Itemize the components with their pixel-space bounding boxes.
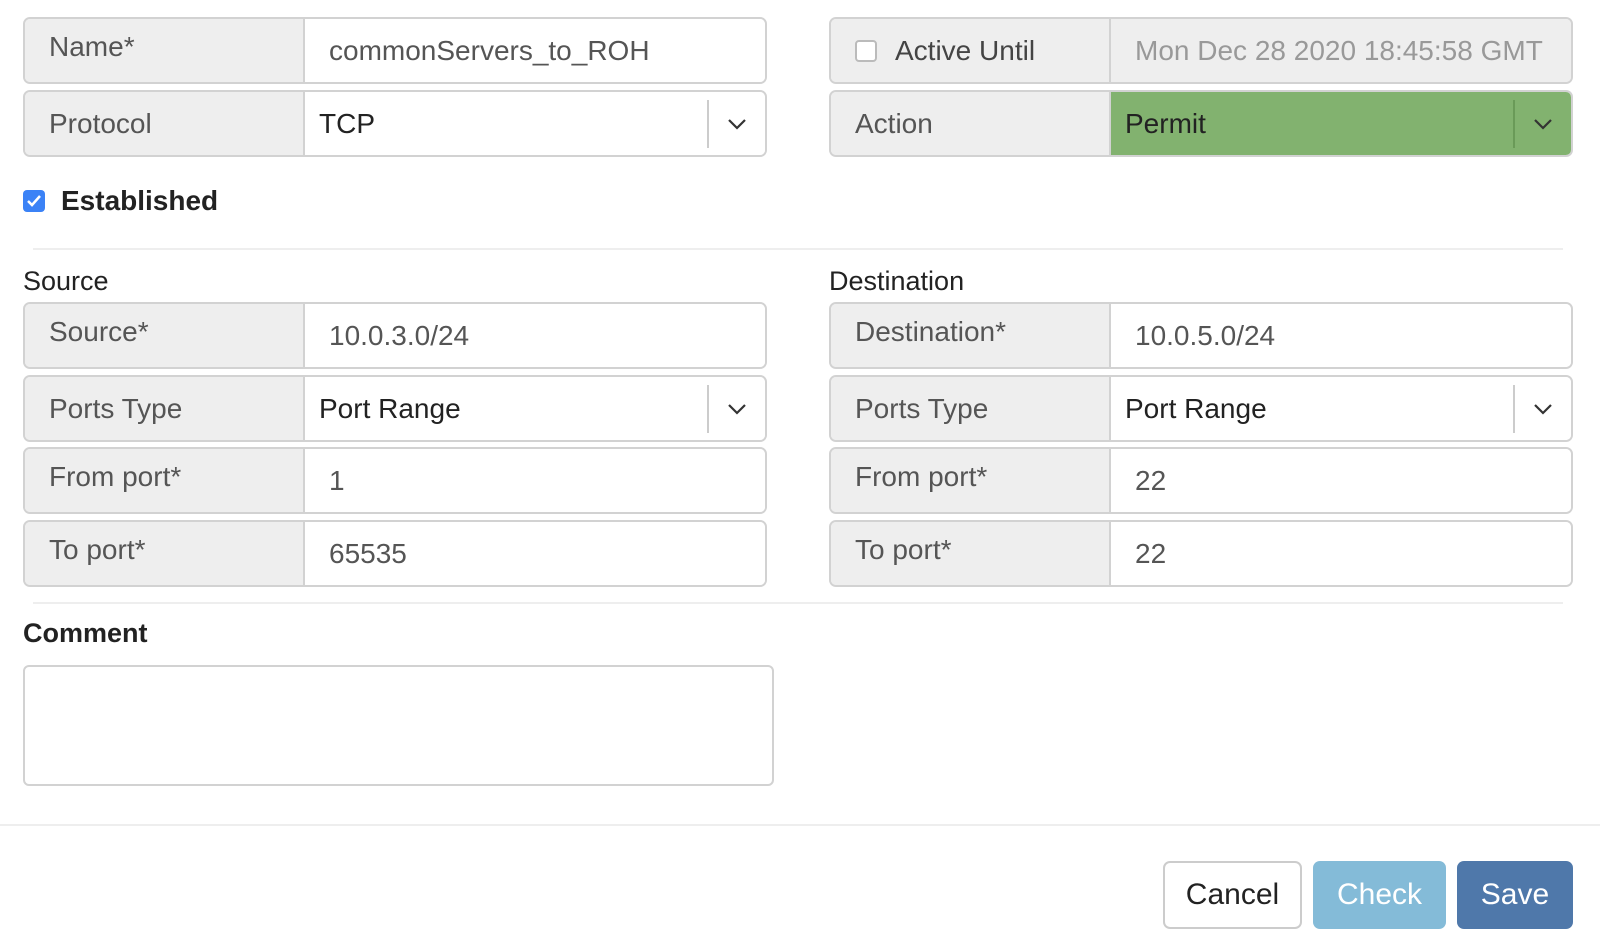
name-label: Name* <box>25 19 305 82</box>
comment-label: Comment <box>23 618 148 648</box>
protocol-select[interactable]: TCP <box>305 92 765 155</box>
destination-from-port-label: From port* <box>831 449 1111 512</box>
protocol-field-group: Protocol TCP <box>23 90 767 157</box>
active-until-label-cell: Active Until <box>831 19 1111 82</box>
action-field-group: Action Permit <box>829 90 1573 157</box>
footer-divider <box>0 824 1600 826</box>
chevron-down-icon <box>1515 403 1571 415</box>
checkmark-icon <box>27 195 41 207</box>
chevron-down-icon <box>1515 118 1571 130</box>
destination-from-port-group: From port* 22 <box>829 447 1573 514</box>
protocol-label: Protocol <box>25 92 305 155</box>
source-from-port-group: From port* 1 <box>23 447 767 514</box>
source-ports-type-value: Port Range <box>319 392 461 424</box>
source-input[interactable]: 10.0.3.0/24 <box>305 304 765 367</box>
source-to-port-input[interactable]: 65535 <box>305 522 765 585</box>
divider <box>33 248 1563 250</box>
destination-to-port-group: To port* 22 <box>829 520 1573 587</box>
destination-label: Destination* <box>831 304 1111 367</box>
active-until-label: Active Until <box>895 34 1036 66</box>
chevron-down-icon <box>709 118 765 130</box>
destination-ports-type-label: Ports Type <box>831 377 1111 440</box>
comment-textarea[interactable] <box>23 665 774 786</box>
source-ports-type-group: Ports Type Port Range <box>23 375 767 442</box>
destination-ports-type-group: Ports Type Port Range <box>829 375 1573 442</box>
source-to-port-group: To port* 65535 <box>23 520 767 587</box>
save-button[interactable]: Save <box>1457 861 1573 929</box>
cancel-button[interactable]: Cancel <box>1163 861 1302 929</box>
source-label: Source* <box>25 304 305 367</box>
source-from-port-label: From port* <box>25 449 305 512</box>
source-to-port-label: To port* <box>25 522 305 585</box>
destination-field-group: Destination* 10.0.5.0/24 <box>829 302 1573 369</box>
check-button[interactable]: Check <box>1313 861 1446 929</box>
active-until-input[interactable]: Mon Dec 28 2020 18:45:58 GMT <box>1111 19 1571 82</box>
destination-to-port-label: To port* <box>831 522 1111 585</box>
destination-input[interactable]: 10.0.5.0/24 <box>1111 304 1571 367</box>
action-value: Permit <box>1125 107 1206 139</box>
source-field-group: Source* 10.0.3.0/24 <box>23 302 767 369</box>
destination-ports-type-value: Port Range <box>1125 392 1267 424</box>
destination-from-port-input[interactable]: 22 <box>1111 449 1571 512</box>
chevron-down-icon <box>709 403 765 415</box>
destination-heading: Destination <box>829 266 965 296</box>
destination-ports-type-select[interactable]: Port Range <box>1111 377 1571 440</box>
name-field-group: Name* commonServers_to_ROH <box>23 17 767 84</box>
protocol-value: TCP <box>319 107 375 139</box>
active-until-checkbox[interactable] <box>855 39 877 62</box>
established-checkbox-row[interactable]: Established <box>23 185 218 217</box>
established-checkbox[interactable] <box>23 190 45 212</box>
action-label: Action <box>831 92 1111 155</box>
name-input[interactable]: commonServers_to_ROH <box>305 19 765 82</box>
destination-to-port-input[interactable]: 22 <box>1111 522 1571 585</box>
active-until-group: Active Until Mon Dec 28 2020 18:45:58 GM… <box>829 17 1573 84</box>
established-label: Established <box>61 185 219 216</box>
source-ports-type-select[interactable]: Port Range <box>305 377 765 440</box>
source-heading: Source <box>23 266 109 296</box>
source-from-port-input[interactable]: 1 <box>305 449 765 512</box>
divider <box>33 602 1563 604</box>
action-select[interactable]: Permit <box>1111 92 1571 155</box>
source-ports-type-label: Ports Type <box>25 377 305 440</box>
